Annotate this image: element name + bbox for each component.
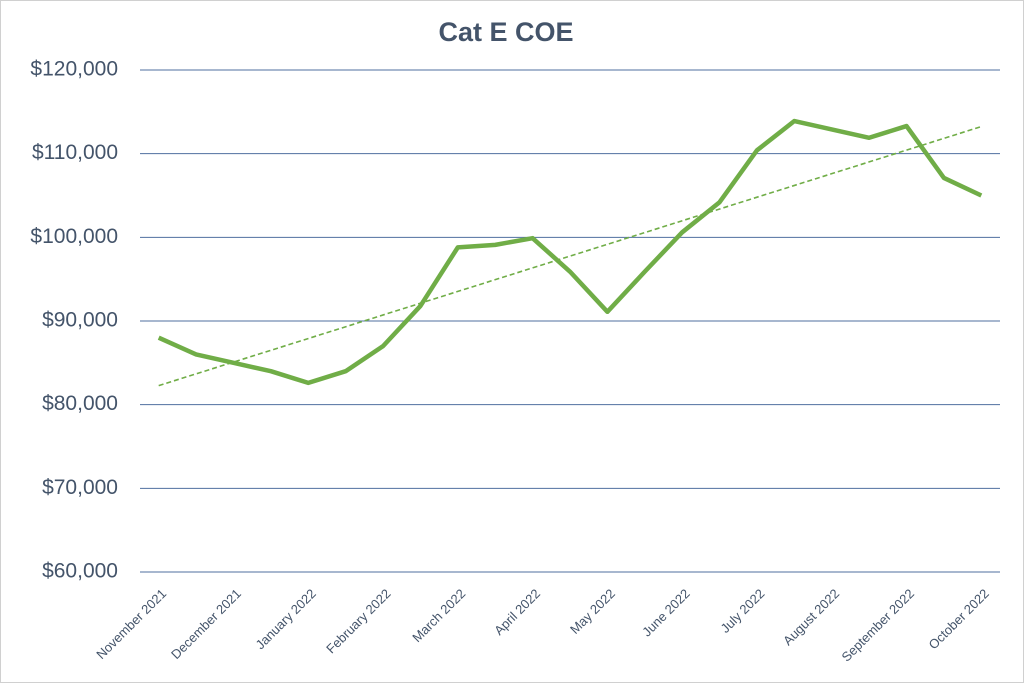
- y-tick-label: $60,000: [42, 560, 118, 583]
- chart-title: Cat E COE: [438, 17, 573, 47]
- y-tick-label: $80,000: [42, 392, 118, 415]
- y-tick-label: $70,000: [42, 476, 118, 499]
- y-tick-label: $100,000: [30, 225, 118, 248]
- y-tick-label: $120,000: [30, 58, 118, 81]
- y-tick-label: $110,000: [32, 141, 118, 164]
- line: [157, 118, 983, 386]
- y-tick-label: $90,000: [42, 309, 118, 332]
